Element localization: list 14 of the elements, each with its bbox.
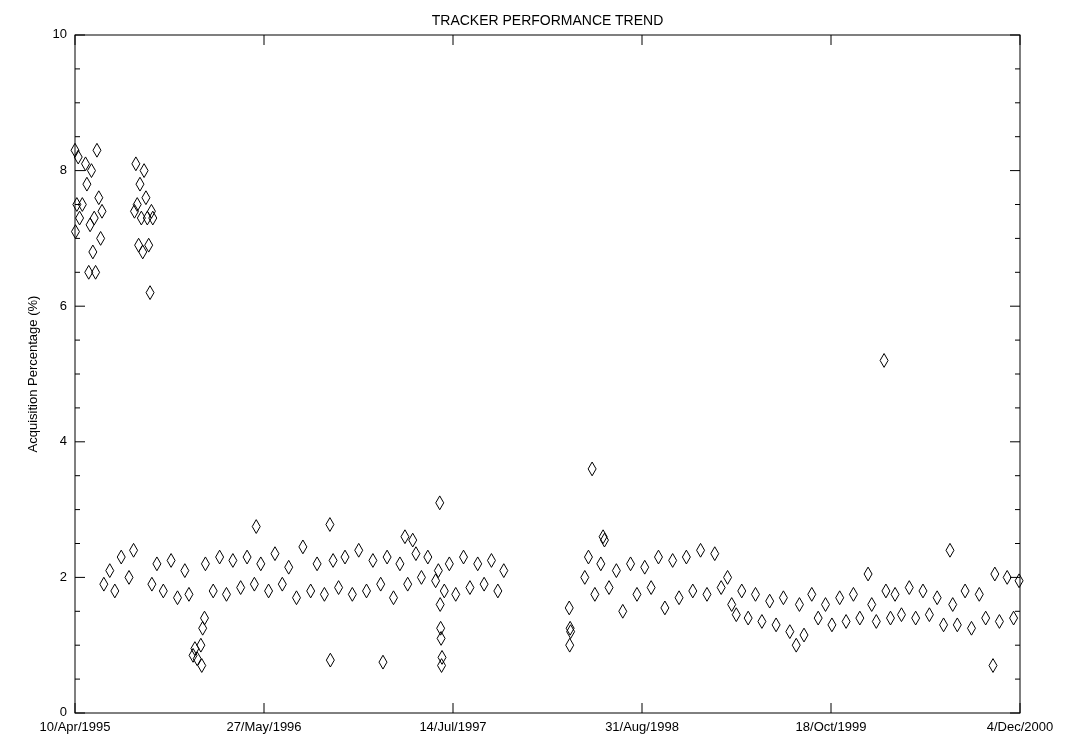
x-tick-label: 14/Jul/1997	[419, 719, 487, 734]
y-tick-label: 4	[59, 433, 67, 449]
chart-title: TRACKER PERFORMANCE TREND	[431, 12, 664, 28]
y-tick-label: 8	[59, 162, 67, 178]
y-axis-title: Acquisition Percentage (%)	[25, 295, 40, 453]
x-tick-label: 10/Apr/1995	[39, 719, 111, 734]
y-tick-label: 6	[59, 297, 67, 313]
y-tick-label: 10	[52, 26, 67, 42]
y-tick-label: 2	[59, 568, 67, 584]
y-tick-label: 0	[59, 704, 67, 720]
x-tick-label: 31/Aug/1998	[605, 719, 679, 734]
x-tick-label: 27/May/1996	[226, 719, 302, 734]
x-tick-label: 4/Dec/2000	[986, 719, 1054, 734]
x-tick-label: 18/Oct/1999	[795, 719, 867, 734]
